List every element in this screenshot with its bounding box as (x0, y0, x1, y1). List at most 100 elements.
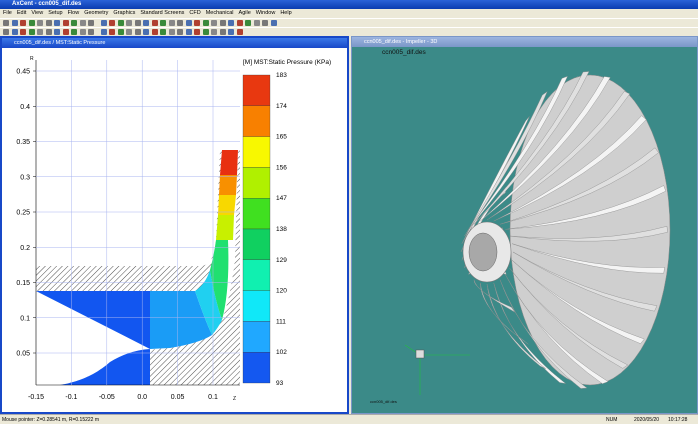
toolbar-button[interactable] (100, 20, 107, 26)
blade (499, 147, 659, 225)
toolbar-button[interactable] (143, 29, 149, 35)
toolbar-button[interactable] (20, 29, 26, 35)
toolbar-button[interactable] (79, 29, 86, 35)
status-mode: NUM (606, 417, 618, 423)
toolbar-button[interactable] (143, 20, 149, 26)
toolbar-button[interactable] (245, 20, 251, 26)
menu-item[interactable]: CFD (189, 10, 201, 16)
toolbar-button[interactable] (71, 29, 77, 35)
blade (468, 75, 568, 230)
toolbar-button[interactable] (117, 29, 124, 35)
colorbar-band (242, 198, 271, 230)
colorbar-label: 156 (276, 164, 287, 171)
panel-title: ccn005_dif.des - Impeller - 3D (352, 37, 697, 47)
toolbar-button[interactable] (37, 29, 43, 35)
toolbar-button[interactable] (219, 29, 226, 35)
toolbar-button[interactable] (117, 20, 124, 26)
toolbar-button[interactable] (168, 20, 175, 26)
toolbar-button[interactable] (211, 20, 217, 26)
menu-item[interactable]: Flow (67, 10, 80, 16)
toolbar-button[interactable] (88, 29, 94, 35)
toolbar-button[interactable] (109, 20, 115, 26)
x-tick-label: -0.05 (99, 394, 115, 401)
toolbar-button[interactable] (45, 29, 52, 35)
blade (505, 274, 609, 384)
toolbar-button[interactable] (211, 29, 217, 35)
colorbar-band (242, 290, 271, 322)
toolbar-button[interactable] (194, 29, 200, 35)
toolbar-button[interactable] (109, 29, 115, 35)
toolbar-button[interactable] (3, 20, 9, 26)
toolbar-button[interactable] (134, 29, 141, 35)
toolbar-button[interactable] (168, 29, 175, 35)
toolbar-button[interactable] (71, 20, 77, 26)
toolbar-button[interactable] (134, 20, 141, 26)
toolbar-button[interactable] (11, 20, 18, 26)
passage-region (216, 215, 234, 240)
blade (486, 91, 631, 221)
passage-region (36, 291, 150, 385)
toolbar-button[interactable] (79, 20, 86, 26)
toolbar-button[interactable] (151, 20, 158, 26)
toolbar-button[interactable] (20, 20, 26, 26)
menu-item[interactable]: File (3, 10, 12, 16)
menu-item[interactable]: Agile (238, 10, 251, 16)
toolbar-button[interactable] (185, 20, 192, 26)
toolbar-button[interactable] (194, 20, 200, 26)
colorbar-band (242, 228, 271, 260)
toolbar-button[interactable] (62, 29, 69, 35)
toolbar (0, 18, 698, 27)
toolbar-button[interactable] (100, 29, 107, 35)
toolbar-button[interactable] (62, 20, 69, 26)
hub-wall (60, 150, 240, 385)
x-tick-label: 0.0 (137, 394, 147, 401)
passage-region (150, 291, 212, 349)
toolbar-button[interactable] (28, 29, 35, 35)
y-tick-label: 0.1 (20, 315, 30, 322)
menu-item[interactable]: Geometry (84, 10, 109, 16)
y-tick-label: 0.25 (16, 210, 30, 217)
blade (493, 282, 566, 384)
toolbar-button[interactable] (202, 29, 209, 35)
toolbar-button[interactable] (11, 29, 18, 35)
toolbar-button[interactable] (45, 20, 52, 26)
toolbar-button[interactable] (28, 20, 35, 26)
toolbar-button[interactable] (160, 20, 166, 26)
menu-item[interactable]: View (31, 10, 44, 16)
toolbar-button[interactable] (126, 29, 132, 35)
y-tick-label: 0.2 (20, 245, 30, 252)
toolbar-button[interactable] (236, 29, 243, 35)
toolbar-button[interactable] (202, 20, 209, 26)
toolbar-button[interactable] (3, 29, 9, 35)
toolbar-button[interactable] (151, 29, 158, 35)
menu-bar: File Edit View Setup Flow Geometry Graphics Sta… (0, 9, 698, 18)
colorbar-label: 93 (276, 380, 284, 387)
toolbar-button[interactable] (185, 29, 192, 35)
toolbar-button[interactable] (236, 20, 243, 26)
toolbar-button[interactable] (219, 20, 226, 26)
menu-item[interactable]: Graphics (113, 10, 136, 16)
toolbar-button[interactable] (253, 20, 260, 26)
toolbar-button[interactable] (126, 20, 132, 26)
x-tick-label: 0.1 (208, 394, 218, 401)
menu-item[interactable]: Standard Screens (140, 10, 185, 16)
colorbar-label: 138 (276, 226, 287, 233)
colorbar-band (242, 74, 271, 106)
toolbar-button[interactable] (54, 29, 60, 35)
toolbar-button[interactable] (228, 29, 234, 35)
toolbar-button[interactable] (54, 20, 60, 26)
menu-item[interactable]: Window (255, 10, 276, 16)
toolbar-button[interactable] (88, 20, 94, 26)
toolbar-button[interactable] (160, 29, 166, 35)
toolbar-button[interactable] (37, 20, 43, 26)
menu-item[interactable]: Edit (16, 10, 27, 16)
menu-item[interactable]: Mechanical (205, 10, 234, 16)
toolbar-button[interactable] (228, 20, 234, 26)
menu-item[interactable]: Setup (48, 10, 63, 16)
menu-item[interactable]: Help (280, 10, 292, 16)
toolbar-button[interactable] (177, 20, 183, 26)
toolbar-button[interactable] (177, 29, 183, 35)
toolbar-button[interactable] (262, 20, 268, 26)
toolbar-button[interactable] (270, 20, 277, 26)
colorbar-band (242, 167, 271, 199)
